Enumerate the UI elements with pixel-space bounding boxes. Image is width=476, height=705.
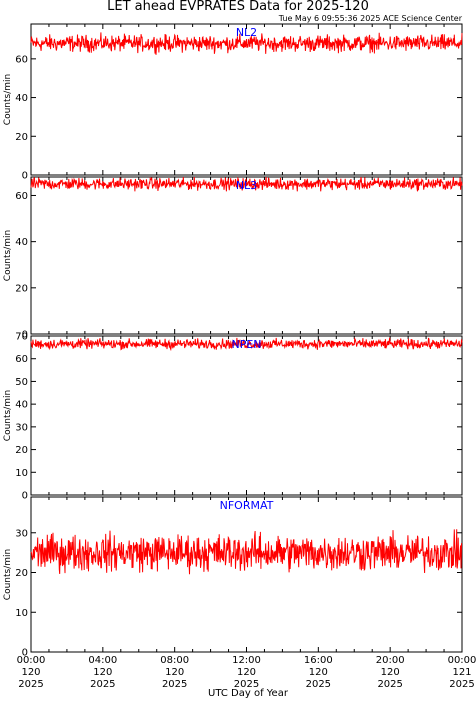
x-tick-label: 16:00 xyxy=(304,655,333,666)
x-tick-label: 2025 xyxy=(90,679,115,690)
y-tick-label: 20 xyxy=(15,283,28,294)
series-line-nformat xyxy=(30,529,463,575)
x-axis-label: UTC Day of Year xyxy=(208,688,289,699)
y-tick-label: 30 xyxy=(15,422,28,433)
x-tick-label: 20:00 xyxy=(376,655,405,666)
y-axis-label: Counts/min xyxy=(3,390,13,441)
series-line-nl3 xyxy=(30,176,463,192)
x-tick-labels-group: 00:00120202504:00120202508:00120202512:0… xyxy=(17,655,476,690)
x-tick-label: 00:00 xyxy=(448,655,476,666)
x-tick-label: 2025 xyxy=(234,679,259,690)
x-tick-label: 2025 xyxy=(449,679,474,690)
y-tick-label: 70 xyxy=(15,332,28,343)
y-axis-label: Counts/min xyxy=(3,230,13,281)
panels-group: 0204060Counts/minNL20204060Counts/minNL3… xyxy=(3,23,463,659)
y-tick-label: 0 xyxy=(22,330,28,341)
panel-label: NPEN xyxy=(231,338,261,351)
x-tick-label: 2025 xyxy=(18,679,43,690)
y-tick-label: 20 xyxy=(15,445,28,456)
x-tick-label: 2025 xyxy=(306,679,331,690)
x-tick-label: 121 xyxy=(452,667,471,678)
chart-title: LET ahead EVPRATES Data for 2025-120 xyxy=(107,0,369,14)
y-tick-label: 40 xyxy=(15,237,28,248)
x-tick-label: 120 xyxy=(93,667,112,678)
timestamp-label: Tue May 6 09:55:36 2025 ACE Science Cent… xyxy=(278,14,463,23)
panel-label: NL3 xyxy=(236,179,257,192)
x-tick-label: 2025 xyxy=(377,679,402,690)
y-tick-label: 40 xyxy=(15,400,28,411)
panel-label: NL2 xyxy=(236,26,257,39)
y-tick-label: 30 xyxy=(15,528,28,539)
panel-label: NFORMAT xyxy=(220,499,274,512)
y-tick-label: 40 xyxy=(15,93,28,104)
y-tick-label: 0 xyxy=(22,648,28,659)
y-tick-label: 50 xyxy=(15,377,28,388)
x-tick-label: 04:00 xyxy=(88,655,117,666)
x-tick-label: 120 xyxy=(237,667,256,678)
y-tick-label: 10 xyxy=(15,468,28,479)
y-tick-label: 0 xyxy=(22,491,28,502)
y-tick-label: 60 xyxy=(15,354,28,365)
panel-nl3: 0 20 40 60 Counts/min NL3 xyxy=(3,176,463,341)
panel-npen: 0 10 20 30 40 50 60 70 Counts/min NPEN xyxy=(3,332,463,502)
x-tick-label: 08:00 xyxy=(160,655,189,666)
y-tick-label: 60 xyxy=(15,54,28,65)
x-tick-label: 2025 xyxy=(162,679,187,690)
x-tick-label: 120 xyxy=(165,667,184,678)
x-tick-label: 00:00 xyxy=(17,655,46,666)
series-line-nl2 xyxy=(30,32,463,55)
y-tick-label: 10 xyxy=(15,608,28,619)
y-tick-label: 60 xyxy=(15,191,28,202)
y-tick-label: 20 xyxy=(15,132,28,143)
y-tick-label: 20 xyxy=(15,568,28,579)
x-tick-label: 120 xyxy=(309,667,328,678)
x-tick-label: 12:00 xyxy=(232,655,261,666)
x-tick-label: 120 xyxy=(381,667,400,678)
y-axis-label: Counts/min xyxy=(3,549,13,600)
y-axis-label: Counts/min xyxy=(3,74,13,125)
x-tick-label: 120 xyxy=(21,667,40,678)
y-tick-label: 0 xyxy=(22,171,28,182)
series-line-npen xyxy=(30,337,463,352)
